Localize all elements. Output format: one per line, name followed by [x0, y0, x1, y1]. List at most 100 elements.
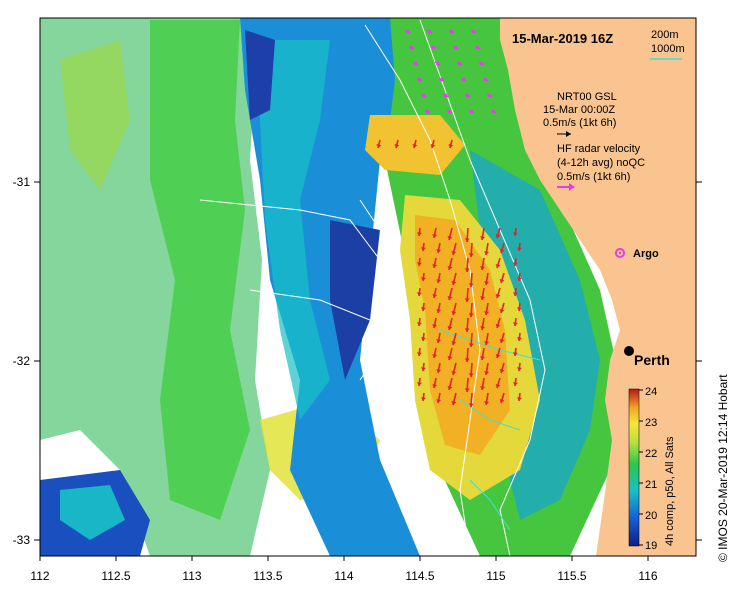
hf-velocity-arrow	[451, 362, 457, 376]
hf-velocity-arrow	[432, 347, 438, 359]
nrt-velocity-arrow	[456, 61, 463, 66]
hf-velocity-arrow	[436, 392, 442, 404]
hf-velocity-arrow	[484, 332, 489, 346]
nrt-velocity-arrow	[424, 109, 431, 114]
hf-velocity-arrow	[468, 272, 474, 288]
nrt-velocity-arrow	[470, 29, 477, 34]
hf-legend-line: (4-12h avg) noQC	[557, 157, 645, 169]
hf-velocity-arrow	[484, 302, 489, 316]
nrt-velocity-arrow	[448, 29, 455, 34]
x-tick-label: 114.5	[405, 569, 434, 583]
colorbar-tick-label: 20	[645, 510, 657, 522]
hf-velocity-arrow	[480, 227, 485, 241]
hf-velocity-arrow	[513, 257, 518, 267]
hf-velocity-arrow	[499, 392, 505, 404]
bathymetry-contours	[199, 19, 546, 556]
hf-velocity-arrow	[432, 287, 438, 299]
hf-velocity-arrow	[432, 317, 438, 329]
argo-marker	[615, 248, 625, 258]
hf-velocity-arrow	[484, 272, 489, 286]
nrt-velocity-arrow	[438, 77, 445, 82]
x-tick-label: 116	[638, 569, 657, 583]
nrt-velocity-arrow	[490, 109, 497, 114]
hf-velocity-arrow	[417, 257, 422, 267]
nrt-velocity-arrow	[446, 109, 453, 114]
nrt-velocity-arrow	[486, 93, 493, 98]
hf-velocity-arrow	[517, 242, 522, 252]
argo-label: Argo	[633, 248, 659, 260]
x-tick-label: 113.5	[253, 569, 282, 583]
land-area	[500, 18, 696, 556]
colorbar-tick-label: 24	[645, 386, 657, 398]
hf-velocity-arrow	[495, 227, 501, 239]
scale-label-1000m: 1000m	[651, 43, 685, 55]
nrt-velocity-arrow	[404, 29, 411, 34]
hf-velocity-arrow	[499, 362, 505, 374]
hf-velocity-arrow	[499, 302, 505, 314]
y-tick-label: -31	[13, 175, 31, 189]
hf-velocity-arrow	[517, 332, 522, 342]
hf-velocity-arrow	[499, 242, 505, 254]
nrt-velocity-arrow	[460, 77, 467, 82]
hf-velocity-arrow	[468, 242, 474, 258]
hf-velocity-arrow	[495, 257, 501, 269]
hf-velocity-arrow	[447, 257, 453, 271]
x-tick-label: 114	[334, 569, 353, 583]
hf-velocity-arrow	[448, 139, 454, 149]
nrt-velocity-arrow	[408, 45, 415, 50]
nrt-velocity-arrow	[420, 93, 427, 98]
hf-legend-line: 0.5m/s (1kt 6h)	[557, 171, 630, 183]
hf-velocity-arrow	[421, 242, 426, 252]
hf-velocity-arrow	[421, 302, 426, 312]
plot-frame	[39, 17, 697, 557]
hf-velocity-arrow	[417, 227, 422, 237]
nrt-legend-line: 15-Mar 00:00Z	[543, 104, 615, 116]
nrt-gsl-arrows	[404, 29, 497, 114]
hf-velocity-arrow	[513, 287, 518, 297]
colorbar-ticks: 24 23 22 21 20 19	[639, 386, 657, 552]
hf-velocity-arrow	[432, 257, 438, 269]
nrt-velocity-arrow	[452, 45, 459, 50]
hf-velocity-arrow	[480, 347, 485, 361]
hf-velocity-arrow	[447, 287, 453, 301]
hf-velocity-arrow	[447, 347, 453, 361]
hf-velocity-arrow	[436, 302, 442, 314]
hf-velocity-arrow	[513, 377, 518, 387]
hf-velocity-arrow	[513, 347, 518, 357]
hf-velocity-arrow	[513, 227, 518, 237]
hf-velocity-arrow	[451, 272, 457, 286]
hf-velocity-arrow	[421, 392, 426, 402]
hf-velocity-arrow	[417, 347, 422, 357]
hf-velocity-arrow	[412, 139, 418, 149]
hf-legend-line: HF radar velocity	[557, 143, 641, 155]
hf-velocity-arrow	[468, 302, 474, 318]
hf-velocity-arrow	[451, 392, 457, 406]
hf-velocity-arrow	[517, 392, 522, 402]
nrt-legend-line: NRT00 GSL	[557, 91, 617, 103]
hf-velocity-arrow	[480, 377, 485, 391]
hf-velocity-arrow	[468, 392, 474, 408]
hf-velocity-arrow	[436, 242, 442, 254]
hf-radar-arrows	[376, 139, 522, 408]
hf-velocity-arrow	[421, 362, 426, 372]
colorbar	[628, 388, 640, 547]
hf-velocity-arrow	[495, 287, 501, 299]
hf-velocity-arrow	[480, 287, 485, 301]
nrt-velocity-arrow	[416, 77, 423, 82]
nrt-velocity-arrow	[478, 61, 485, 66]
x-tick-label: 115	[486, 569, 505, 583]
x-axis: 112 112.5 113 113.5 114 114.5 115 115.5 …	[30, 556, 658, 583]
hf-legend-arrow	[557, 183, 575, 191]
hf-velocity-arrow	[430, 139, 436, 149]
nrt-velocity-arrow	[426, 29, 433, 34]
hf-velocity-arrow	[417, 377, 422, 387]
colorbar-tick-label: 23	[645, 417, 657, 429]
hf-velocity-arrow	[376, 139, 382, 149]
nrt-legend-arrow	[557, 131, 571, 137]
hf-velocity-arrow	[480, 317, 485, 331]
hf-velocity-arrow	[464, 347, 470, 363]
hf-velocity-arrow	[517, 362, 522, 372]
hf-velocity-arrow	[468, 362, 474, 378]
hf-velocity-arrow	[447, 317, 453, 331]
